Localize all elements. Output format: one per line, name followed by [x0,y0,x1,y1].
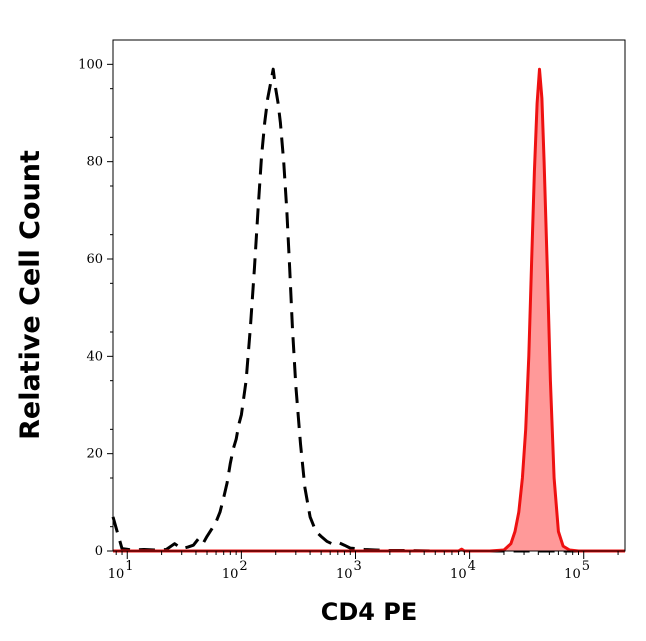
x-tick-label: 10 [450,567,467,582]
x-tick-exponent: 5 [582,559,590,574]
y-tick-label: 20 [86,447,103,462]
plot-frame [112,39,626,552]
plot-area [111,67,625,553]
x-tick-exponent: 3 [353,559,361,574]
x-tick-label: 10 [108,567,125,582]
y-tick-label: 60 [86,252,103,267]
y-tick-label: 40 [86,349,103,364]
series-1-line [113,67,625,553]
y-axis-title: Relative Cell Count [15,150,46,440]
x-tick-exponent: 2 [239,559,247,574]
x-tick-label: 10 [564,567,581,582]
x-tick-label: 10 [336,567,353,582]
y-tick-label: 80 [86,155,103,170]
x-axis-title: CD4 PE [321,598,418,626]
x-tick-exponent: 1 [125,559,133,574]
x-tick-exponent: 4 [468,559,476,574]
y-tick-label: 100 [78,57,103,72]
y-tick-label: 0 [95,544,103,559]
x-tick-label: 10 [222,567,239,582]
